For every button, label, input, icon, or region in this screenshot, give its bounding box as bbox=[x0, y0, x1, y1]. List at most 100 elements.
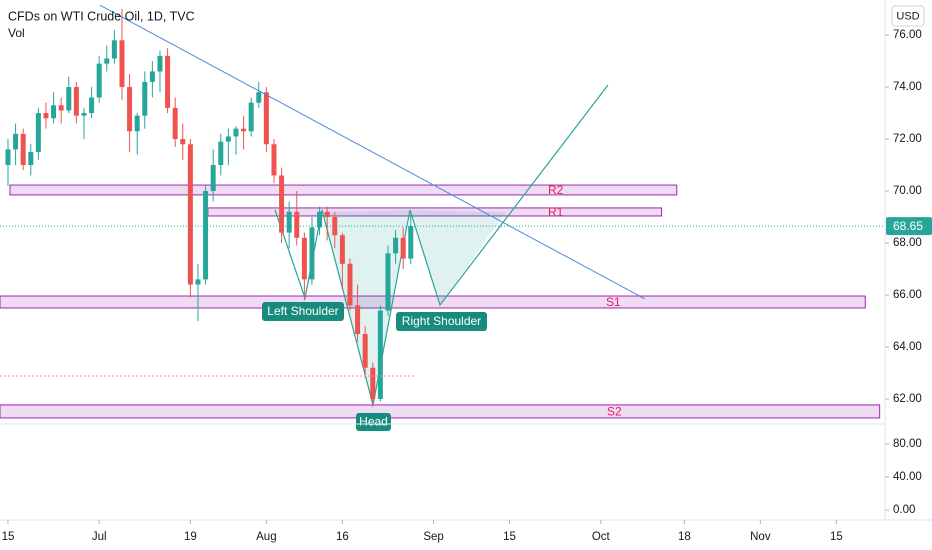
candle-body bbox=[286, 211, 292, 233]
candle-body bbox=[58, 105, 64, 111]
candle-body bbox=[233, 128, 239, 137]
label-box bbox=[262, 302, 344, 321]
candle-body bbox=[66, 87, 72, 111]
pattern-label: Left Shoulder bbox=[267, 304, 338, 318]
candle-body bbox=[362, 333, 368, 368]
candle-body bbox=[35, 113, 41, 153]
candle-body bbox=[195, 279, 201, 285]
candle-body bbox=[355, 305, 361, 334]
label-box bbox=[396, 312, 487, 331]
candle-body bbox=[271, 144, 277, 176]
pattern-label: Right Shoulder bbox=[402, 314, 481, 328]
candle-body bbox=[134, 115, 140, 132]
candle-body bbox=[73, 87, 79, 116]
x-tick-label: 15 bbox=[830, 531, 843, 543]
candle-body bbox=[324, 211, 330, 218]
candle-body bbox=[13, 133, 19, 150]
y2-tick-label: 40.00 bbox=[893, 471, 922, 483]
y-tick-label: 64.00 bbox=[893, 341, 922, 353]
pattern-fill bbox=[410, 210, 506, 305]
zone bbox=[0, 295, 866, 309]
zone-label: S1 bbox=[606, 295, 621, 309]
last-price-tag bbox=[886, 217, 932, 236]
candle-body bbox=[172, 107, 178, 140]
candle-body bbox=[96, 63, 102, 98]
candle-body bbox=[225, 136, 231, 142]
candle-body bbox=[241, 128, 247, 132]
candle-body bbox=[89, 97, 95, 114]
x-tick-label: 15 bbox=[503, 531, 516, 543]
candle-body bbox=[279, 175, 285, 233]
currency-box bbox=[891, 5, 925, 27]
candle-body bbox=[370, 367, 376, 399]
x-tick-label: 16 bbox=[336, 531, 349, 543]
x-tick-label: 18 bbox=[678, 531, 691, 543]
candles bbox=[5, 9, 414, 407]
x-tick-label: 19 bbox=[184, 531, 197, 543]
zone-label: S2 bbox=[607, 405, 622, 419]
x-tick-label: 15 bbox=[2, 531, 15, 543]
zone bbox=[0, 404, 881, 419]
label-box bbox=[356, 413, 391, 431]
candle-body bbox=[157, 55, 163, 72]
candle-body bbox=[317, 211, 323, 228]
candle-body bbox=[203, 191, 209, 280]
candle-body bbox=[309, 227, 315, 280]
zone-label: R2 bbox=[548, 183, 564, 197]
y-tick-label: 74.00 bbox=[893, 81, 922, 93]
x-tick-label: Oct bbox=[592, 531, 611, 543]
zones: R2 R1 S1 S2 bbox=[0, 183, 881, 419]
candle-body bbox=[28, 152, 34, 166]
candle-body bbox=[263, 92, 269, 145]
candle-body bbox=[385, 253, 391, 311]
candle-body bbox=[81, 113, 87, 116]
pattern-label: Head bbox=[359, 415, 388, 429]
candle-body bbox=[393, 237, 399, 254]
candle-body bbox=[111, 40, 117, 59]
candle-body bbox=[187, 144, 193, 285]
candle-body bbox=[119, 40, 125, 88]
y-tick-label: 70.00 bbox=[893, 185, 922, 197]
candle-body bbox=[377, 310, 383, 399]
y-tick-label: 72.00 bbox=[893, 133, 922, 145]
candle-body bbox=[51, 105, 57, 119]
candle-body bbox=[218, 141, 224, 166]
trendline bbox=[99, 4, 646, 300]
candle-body bbox=[400, 237, 406, 259]
y-tick-label: 68.00 bbox=[893, 237, 922, 249]
x-tick-label: Sep bbox=[423, 531, 443, 543]
candle-body bbox=[165, 55, 171, 108]
zone-label: R1 bbox=[548, 205, 564, 219]
candle-body bbox=[256, 92, 262, 103]
candle-body bbox=[210, 165, 216, 192]
x-tick-label: Aug bbox=[256, 531, 276, 543]
y-tick-label: 62.00 bbox=[893, 393, 922, 405]
candle-body bbox=[127, 87, 133, 132]
candle-body bbox=[149, 71, 155, 82]
candle-body bbox=[248, 102, 254, 132]
candle-body bbox=[294, 211, 300, 238]
candle-body bbox=[43, 113, 49, 119]
last-price-label: 68.65 bbox=[893, 219, 923, 233]
candle-body bbox=[180, 139, 186, 145]
x-tick-label: Nov bbox=[750, 531, 771, 543]
volume-label: Vol bbox=[8, 26, 25, 40]
y-tick-label: 66.00 bbox=[893, 289, 922, 301]
candle-body bbox=[347, 263, 353, 306]
candle-body bbox=[5, 149, 11, 166]
chart-title: CFDs on WTI Crude Oil, 1D, TVC bbox=[8, 9, 195, 23]
x-tick-label: Jul bbox=[92, 531, 107, 543]
y-tick-label: 76.00 bbox=[893, 29, 922, 41]
axes: 62.00 64.00 66.00 68.00 70.00 72.00 74.00 76.00… bbox=[2, 29, 932, 543]
candle-body bbox=[104, 58, 110, 64]
candle-body bbox=[301, 237, 307, 280]
candle-body bbox=[408, 226, 414, 259]
candle-body bbox=[332, 217, 338, 236]
candle-body bbox=[20, 133, 26, 166]
candle-body bbox=[142, 81, 148, 116]
zone bbox=[9, 184, 678, 196]
y2-tick-label: 0.00 bbox=[893, 504, 915, 516]
overlay bbox=[0, 4, 885, 300]
